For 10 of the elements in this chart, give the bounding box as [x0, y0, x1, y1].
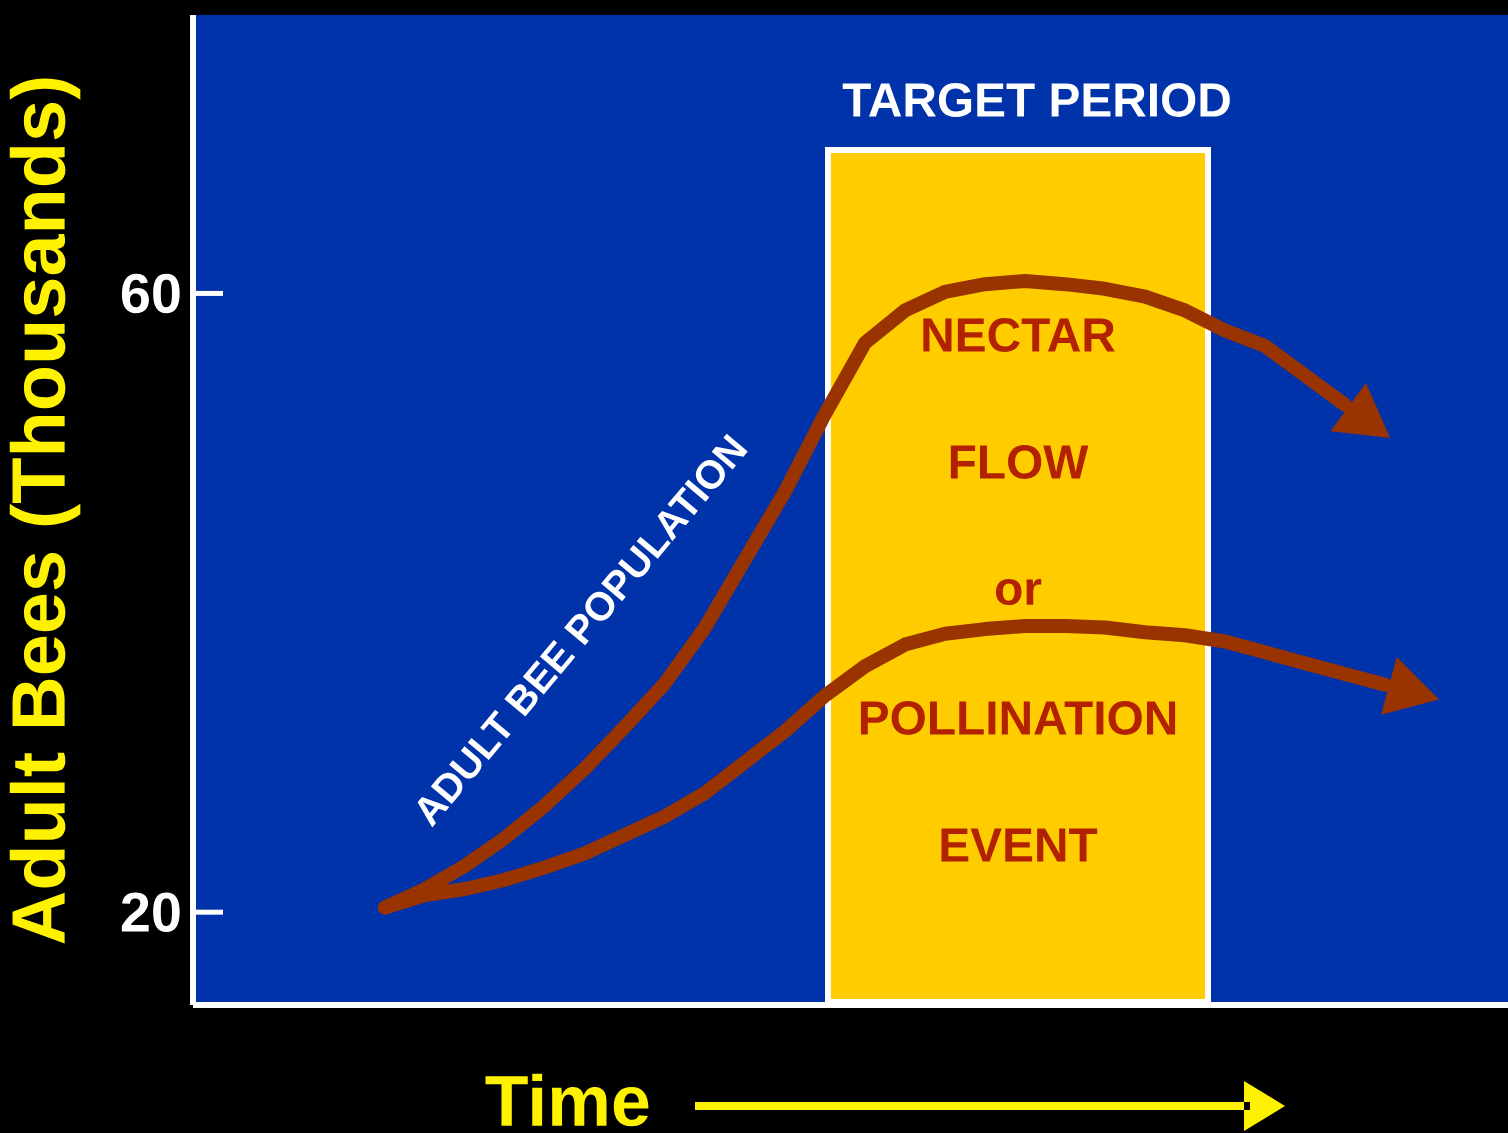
- y-tick-label: 20: [121, 892, 180, 932]
- annotation: TARGET PERIOD: [842, 83, 1230, 117]
- x-axis-title: Time: [485, 1073, 649, 1127]
- annotation: EVENT: [941, 828, 1098, 862]
- y-tick-label: 60: [121, 273, 180, 314]
- y-axis-title: Adult Bees (Thousands): [9, 78, 81, 944]
- annotation: POLLINATION: [860, 701, 1176, 735]
- annotation: NECTAR: [923, 318, 1115, 352]
- annotation: or: [995, 578, 1042, 606]
- annotation: FLOW: [950, 445, 1089, 479]
